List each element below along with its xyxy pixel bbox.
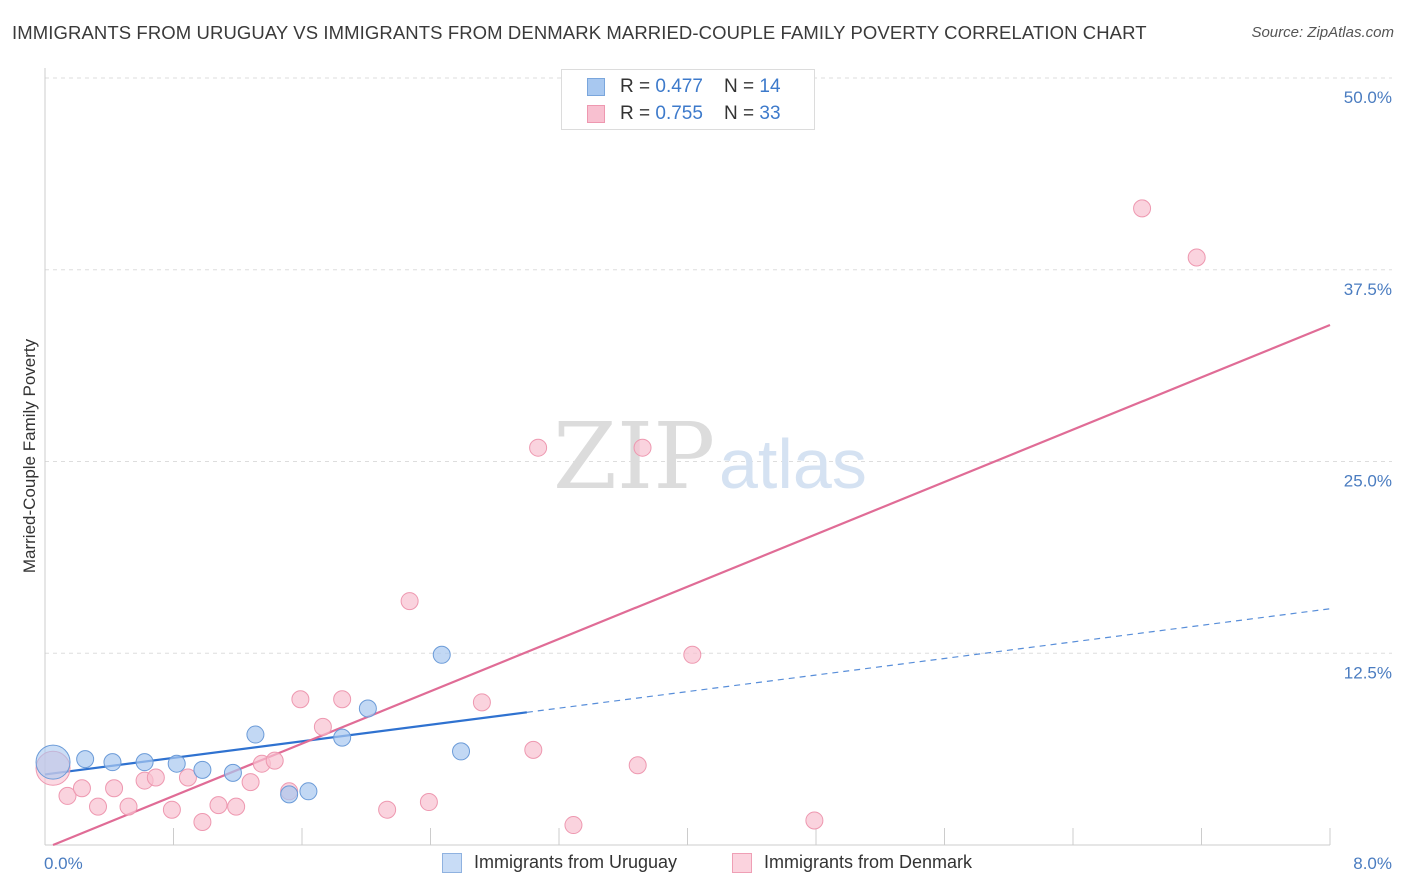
point-denmark: [162, 800, 181, 819]
data-points: [35, 199, 1206, 835]
watermark-zip: ZIP: [553, 403, 715, 510]
point-uruguay: [299, 782, 318, 801]
point-denmark: [105, 779, 124, 798]
watermark-atlas: atlas: [719, 425, 867, 503]
axes: [44, 68, 1331, 846]
point-uruguay: [280, 785, 299, 804]
series-legend: Immigrants from Uruguay Immigrants from …: [0, 852, 1406, 876]
point-denmark: [683, 645, 702, 664]
point-uruguay: [193, 760, 212, 779]
trend-line-uruguay: [44, 711, 528, 776]
point-denmark: [119, 797, 138, 816]
point-denmark: [805, 811, 824, 830]
trend-line-uruguay-extension: [526, 608, 1331, 713]
point-denmark: [72, 779, 91, 798]
point-denmark: [193, 812, 212, 831]
legend-swatch-denmark: [732, 852, 752, 873]
point-denmark: [529, 438, 548, 457]
r-label: R =: [620, 103, 656, 124]
r-label: R =: [620, 76, 656, 97]
legend-item-uruguay[interactable]: Immigrants from Uruguay: [442, 852, 677, 873]
point-denmark: [265, 751, 284, 770]
x-tick-label-min: 0.0%: [44, 854, 83, 873]
y-tick-label: 25.0%: [1344, 472, 1392, 491]
x-tick-label-max: 8.0%: [1353, 854, 1392, 873]
point-uruguay: [167, 754, 186, 773]
y-tick-labels: 12.5% 25.0% 37.5% 50.0%: [1344, 88, 1392, 682]
point-uruguay: [246, 725, 265, 744]
y-tick-label: 50.0%: [1344, 88, 1392, 107]
point-uruguay: [452, 742, 471, 761]
point-denmark: [633, 438, 652, 457]
point-denmark: [89, 797, 108, 816]
legend-swatch-uruguay: [587, 78, 605, 96]
legend-swatch-uruguay: [442, 852, 462, 873]
legend-item-denmark[interactable]: Immigrants from Denmark: [732, 852, 972, 873]
r-value-uruguay: 0.477: [655, 76, 703, 97]
n-value-uruguay: 14: [759, 76, 781, 97]
legend-row-uruguay: R = 0.477 N = 14: [587, 75, 781, 99]
legend-label-uruguay: Immigrants from Uruguay: [474, 852, 678, 872]
correlation-legend: R = 0.477 N = 14 R = 0.755 N = 33: [561, 69, 815, 130]
point-denmark: [291, 690, 310, 709]
point-denmark: [1187, 248, 1206, 267]
point-denmark: [178, 768, 197, 787]
point-denmark: [564, 816, 583, 835]
point-uruguay: [35, 744, 71, 780]
point-denmark: [241, 773, 260, 792]
n-value-denmark: 33: [759, 103, 781, 124]
y-axis-label: Married-Couple Family Poverty: [20, 338, 39, 573]
point-denmark: [524, 740, 543, 759]
point-denmark: [209, 796, 228, 815]
point-uruguay: [76, 750, 95, 769]
point-denmark: [1133, 199, 1152, 218]
n-label: N =: [724, 103, 760, 124]
legend-label-denmark: Immigrants from Denmark: [764, 852, 973, 872]
point-denmark: [472, 693, 491, 712]
point-denmark: [146, 768, 165, 787]
point-denmark: [333, 690, 352, 709]
y-tick-label: 12.5%: [1344, 663, 1392, 682]
legend-swatch-denmark: [587, 105, 605, 123]
point-denmark: [58, 786, 77, 805]
point-denmark: [628, 756, 647, 775]
point-uruguay: [358, 699, 377, 718]
point-denmark: [419, 793, 438, 812]
point-uruguay: [135, 753, 154, 772]
grid-lines: [45, 77, 1392, 654]
point-uruguay: [333, 728, 352, 747]
point-uruguay: [432, 645, 451, 664]
legend-row-denmark: R = 0.755 N = 33: [587, 102, 781, 126]
x-tick-labels: 0.0% 8.0%: [44, 854, 1392, 873]
y-tick-label: 37.5%: [1344, 280, 1392, 299]
point-denmark: [378, 800, 397, 819]
point-denmark: [400, 592, 419, 611]
source-label: Source: ZipAtlas.com: [1251, 24, 1394, 41]
point-denmark: [313, 717, 332, 736]
point-denmark: [227, 797, 246, 816]
chart-title: IMMIGRANTS FROM URUGUAY VS IMMIGRANTS FR…: [12, 22, 1147, 43]
point-uruguay: [103, 753, 122, 772]
point-uruguay: [223, 763, 242, 782]
r-value-denmark: 0.755: [655, 103, 703, 124]
n-label: N =: [724, 76, 760, 97]
